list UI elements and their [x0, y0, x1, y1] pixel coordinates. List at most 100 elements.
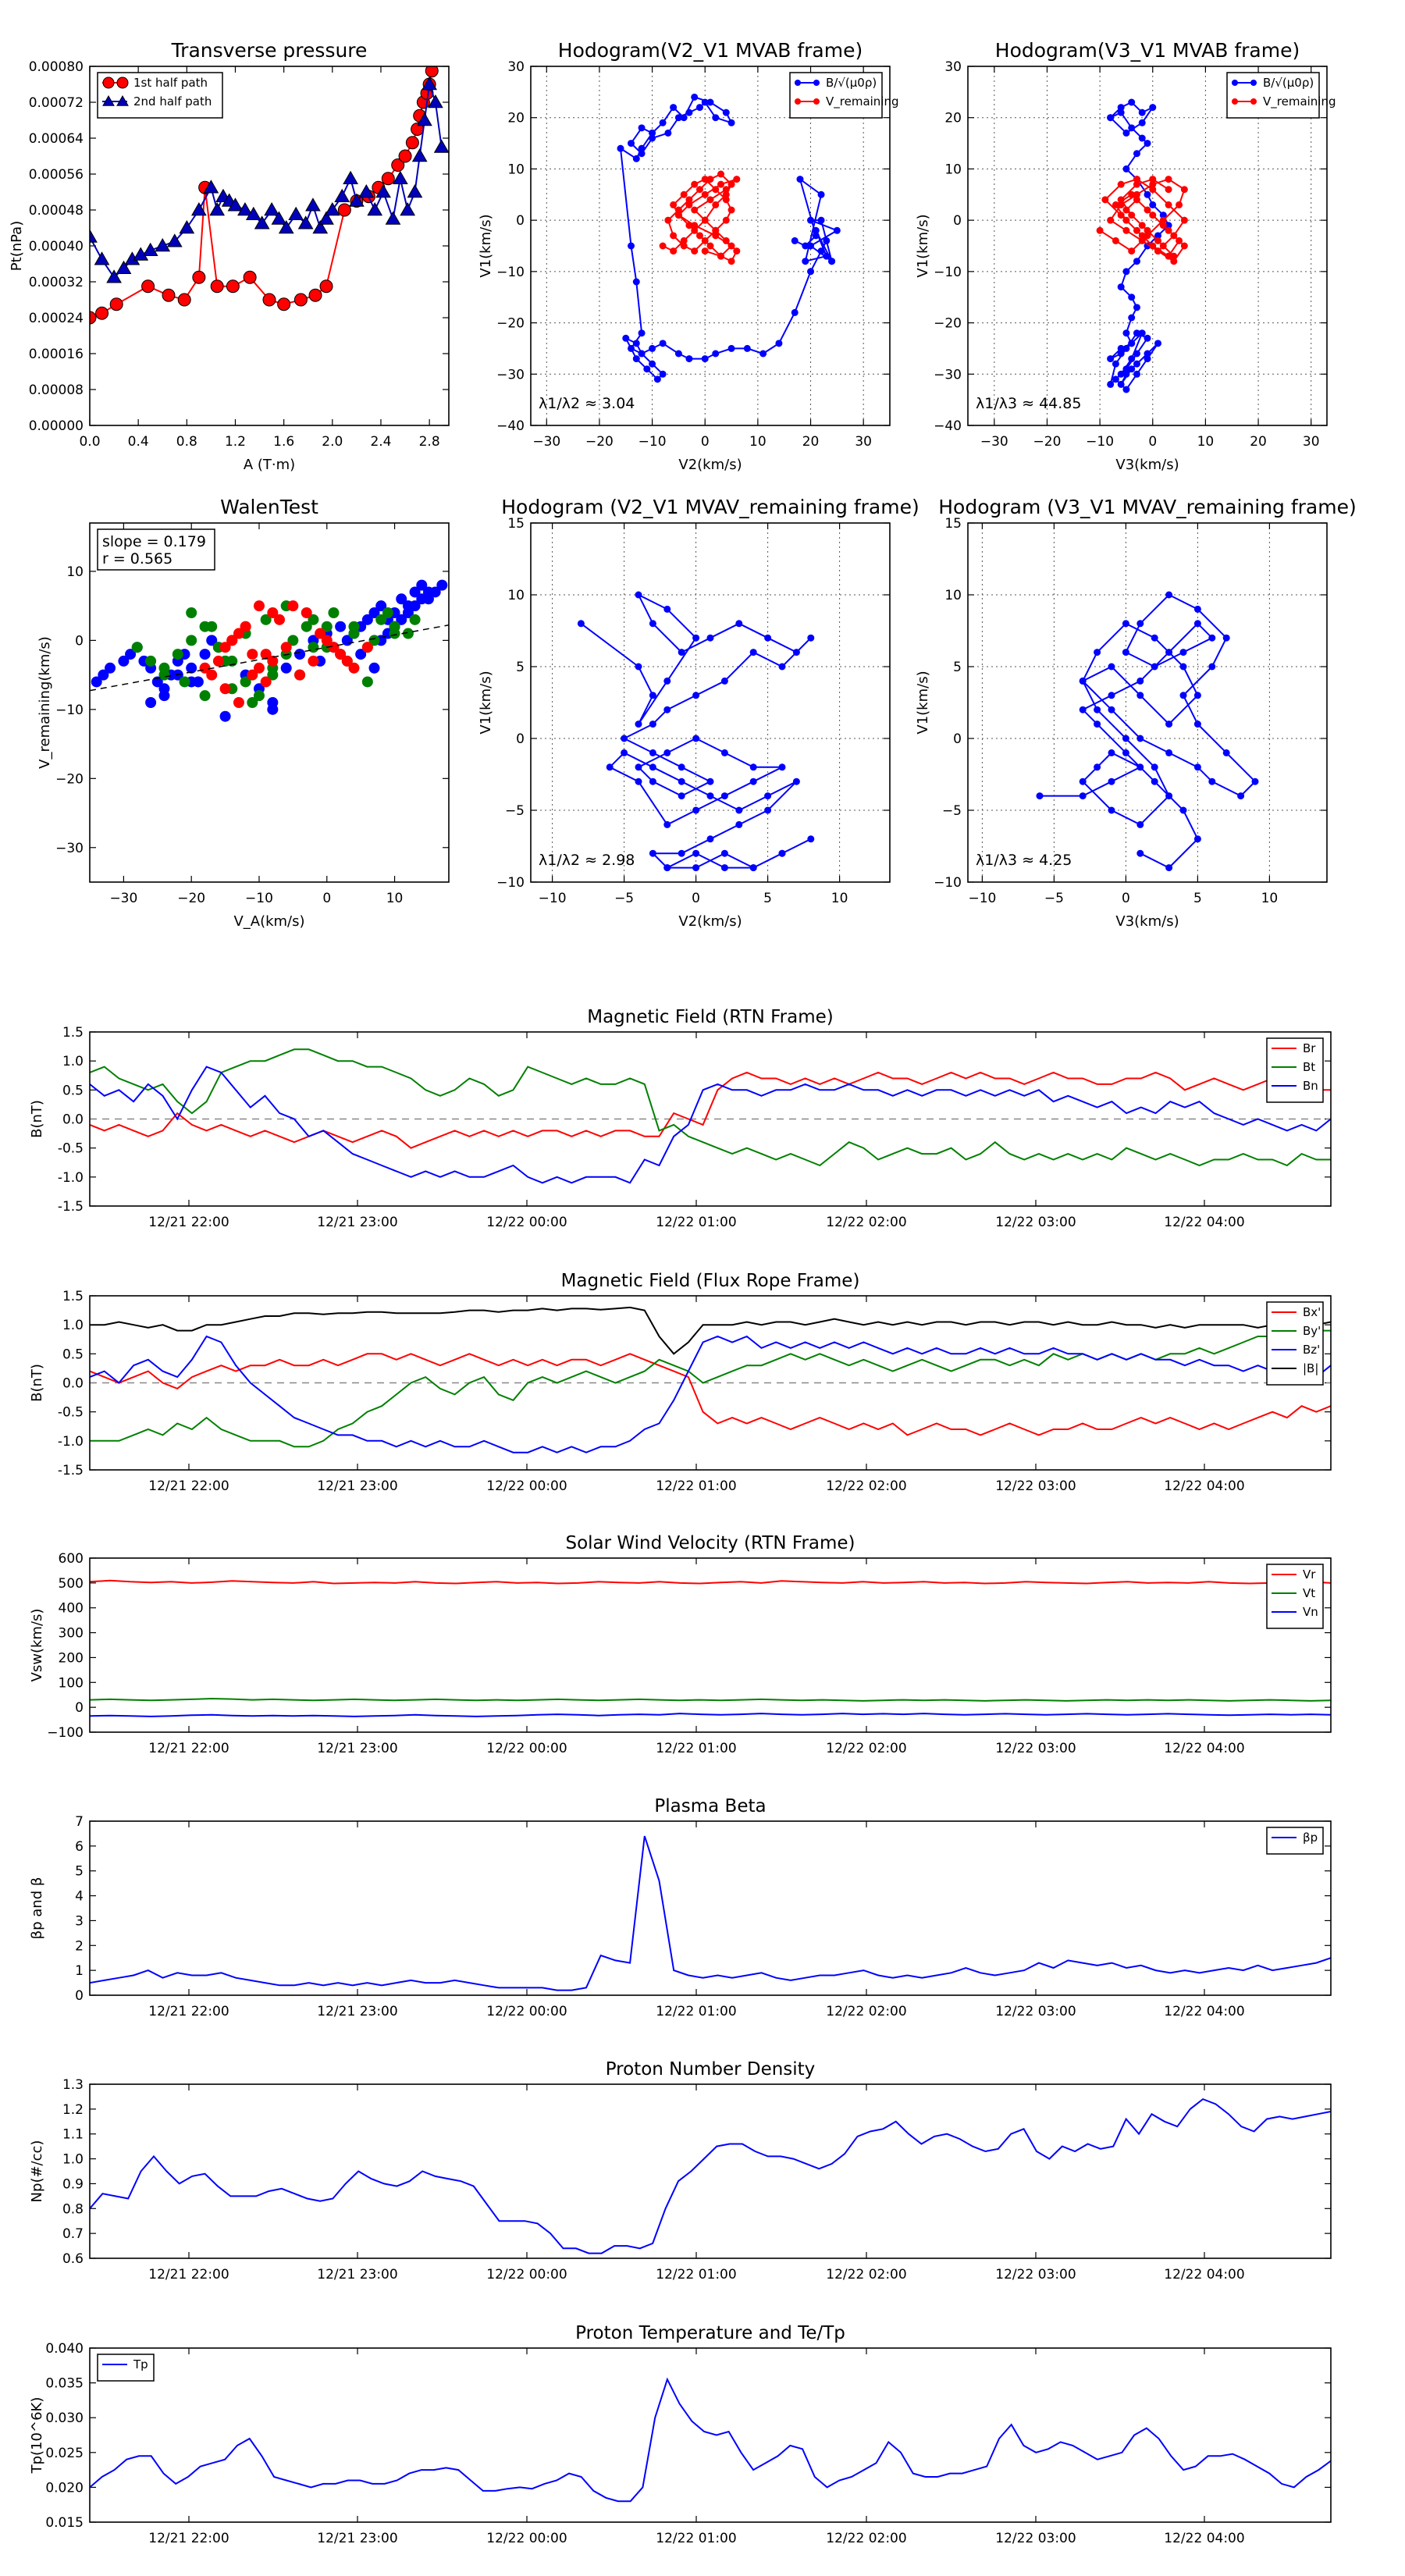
- h1-y-tick-label: −10: [496, 265, 525, 280]
- mag_fr-legend-label: |B|: [1303, 1361, 1318, 1375]
- mag_fr-x-tick-label: 12/22 04:00: [1164, 1478, 1244, 1494]
- h1-data-point: [659, 370, 667, 378]
- tp-y-axis-label: Pt(nPa): [9, 221, 25, 271]
- h1-data-point: [653, 375, 661, 383]
- h3-data-point: [778, 663, 786, 671]
- beta-series-line: [90, 1835, 1331, 1991]
- h1-panel: Hodogram(V2_V1 MVAB frame) −40 −30 −20 −10 0 1…: [478, 39, 899, 473]
- h1-data-point: [717, 180, 725, 188]
- tp-data-point: [428, 94, 443, 109]
- tp-y-tick-label: 0.00048: [29, 203, 84, 219]
- walen-data-point: [172, 649, 183, 660]
- walen-title: WalenTest: [220, 496, 318, 518]
- h1-data-point: [638, 124, 646, 132]
- walen-data-point: [118, 655, 130, 667]
- h1-data-point: [817, 247, 825, 255]
- walen-data-point: [253, 662, 265, 674]
- h1-data-point: [706, 242, 714, 250]
- tp-data-point: [288, 206, 304, 220]
- h2-data-point: [1165, 226, 1172, 234]
- h2-data-point: [1149, 186, 1157, 194]
- h2-legend-label: V_remaining: [1263, 94, 1336, 109]
- h3-plot-area: [577, 591, 815, 872]
- h3-data-point: [663, 706, 671, 713]
- h3-y-tick-label: −10: [496, 875, 525, 891]
- tp-data-point: [177, 293, 191, 307]
- beta-x-tick-label: 12/22 04:00: [1164, 2004, 1244, 2019]
- h1-data-point: [733, 247, 741, 255]
- tp_temp-x-ticks: 12/21 22:00 12/21 23:00 12/22 00:00 12/22 0…: [148, 2348, 1245, 2546]
- mag_fr-legend: Bx' By' Bz' |B|: [1266, 1301, 1324, 1386]
- h1-y-tick-label: −20: [496, 316, 525, 332]
- h4-panel: Hodogram (V3_V1 MVAV_remaining frame) −10…: [915, 496, 1357, 930]
- h3-data-point: [678, 649, 685, 656]
- mag_rtn-plot-area: [90, 1048, 1331, 1184]
- h4-data-point: [1136, 692, 1144, 699]
- h2-data-point: [1133, 176, 1140, 183]
- tp-data-point: [381, 172, 395, 186]
- tp-x-tick-label: 1.2: [225, 434, 246, 450]
- walen-data-point: [294, 669, 306, 681]
- h2-x-ticks: −30 −20 −10 0 10 20 30: [980, 66, 1320, 450]
- h2-data-point: [1112, 201, 1119, 208]
- h2-legend-marker: [1250, 98, 1257, 105]
- mag_rtn-x-ticks: 12/21 22:00 12/21 23:00 12/22 00:00 12/22 0…: [148, 1032, 1245, 1230]
- h3-data-point: [635, 663, 642, 671]
- h2-data-point: [1128, 212, 1136, 219]
- mag_rtn-y-tick-label: 0.5: [62, 1083, 84, 1098]
- h2-data-point: [1122, 268, 1130, 276]
- tp-data-point: [90, 311, 97, 325]
- mag_fr-series-0: [90, 1353, 1331, 1436]
- h4-data-point: [1179, 806, 1187, 814]
- h1-data-point: [706, 196, 714, 204]
- walen-data-point: [361, 642, 373, 653]
- tp_temp-y-tick-label: 0.020: [45, 2480, 84, 2496]
- walen-data-point: [240, 621, 251, 632]
- h4-data-point: [1208, 777, 1216, 785]
- h1-data-point: [727, 206, 735, 214]
- h4-data-point: [1108, 749, 1115, 756]
- sw-x-ticks: 12/21 22:00 12/21 23:00 12/22 00:00 12/22 0…: [148, 1558, 1245, 1756]
- np-y-tick-label: 1.1: [62, 2127, 84, 2143]
- tp-legend: 1st half path 2nd half path: [97, 72, 223, 119]
- tp-y-tick-label: 0.00064: [29, 131, 84, 147]
- h2-data-point: [1128, 355, 1136, 363]
- walen-data-point: [308, 655, 319, 667]
- h1-y-tick-label: 20: [507, 111, 525, 126]
- tp-data-point: [305, 197, 321, 212]
- h2-data-point: [1154, 340, 1162, 347]
- h3-data-point: [692, 735, 700, 742]
- np-x-tick-label: 12/21 22:00: [148, 2267, 229, 2282]
- tp-data-point: [411, 148, 428, 162]
- tp-data-point: [385, 211, 401, 225]
- h4-y-axis-label: V1(km/s): [915, 671, 931, 734]
- tp-data-point: [433, 139, 449, 153]
- h4-x-ticks: −10 −5 0 5 10: [968, 523, 1278, 906]
- h2-data-point: [1149, 212, 1157, 219]
- h1-data-point: [659, 119, 667, 126]
- mag_fr-axes-frame: [89, 1295, 1332, 1471]
- h1-data-point: [701, 176, 709, 183]
- tp-legend-marker: [102, 76, 115, 89]
- h1-data-point: [680, 114, 688, 122]
- h1-legend: B/√(μ0ρ) V_remaining: [789, 72, 899, 119]
- tp_temp-x-tick-label: 12/21 23:00: [317, 2531, 397, 2546]
- beta-title: Plasma Beta: [654, 1796, 766, 1816]
- beta-x-tick-label: 12/22 00:00: [486, 2004, 567, 2019]
- walen-data-point: [98, 669, 109, 681]
- h2-data-point: [1112, 237, 1119, 244]
- walen-data-point: [145, 655, 157, 667]
- h4-data-point: [1122, 620, 1129, 628]
- walen-plot-area: [90, 579, 449, 722]
- np-y-tick-label: 1.3: [62, 2077, 84, 2093]
- walen-x-tick-label: −30: [109, 891, 137, 906]
- h2-data-point: [1128, 294, 1136, 301]
- tp_temp-x-tick-label: 12/22 01:00: [656, 2531, 736, 2546]
- walen-x-axis-label: V_A(km/s): [233, 913, 304, 930]
- walen-data-point: [206, 635, 218, 646]
- h3-data-point: [663, 864, 671, 872]
- walen-data-point: [389, 628, 400, 639]
- h1-data-point: [617, 144, 624, 152]
- h3-data-point: [692, 692, 700, 699]
- h2-data-point: [1138, 222, 1146, 229]
